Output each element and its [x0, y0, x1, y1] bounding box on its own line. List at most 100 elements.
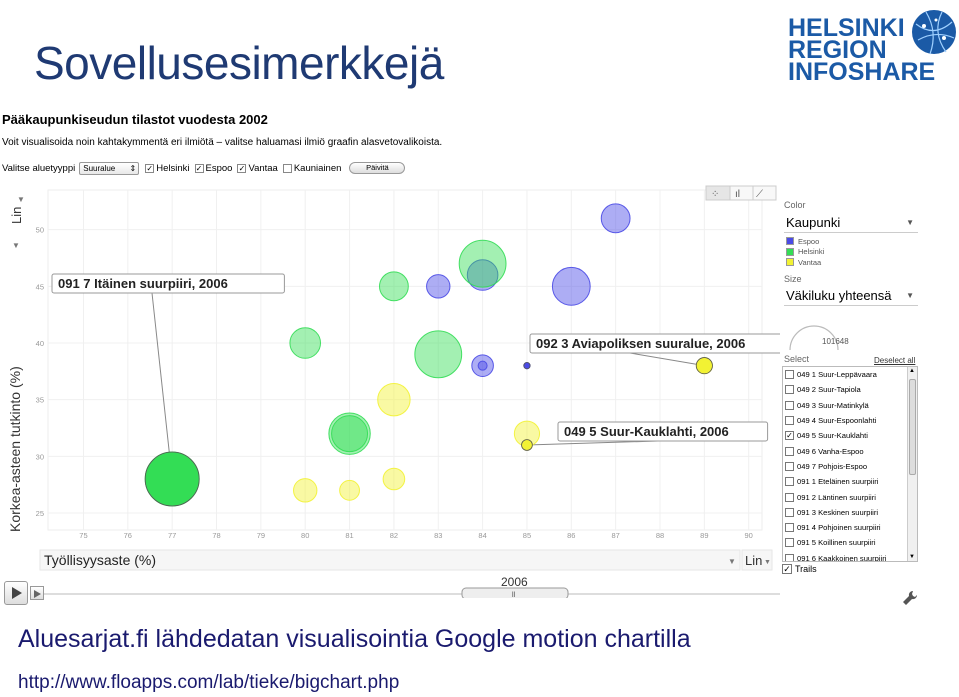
- chart-options-panel: Color Kaupunki ▼ Espoo Helsinki Vantaa Si…: [782, 200, 922, 610]
- bubble-chart-icon: ⁘: [711, 189, 719, 200]
- chevron-down-icon: ▼: [764, 559, 771, 566]
- city-label: Espoo: [205, 162, 233, 174]
- size-select[interactable]: Väkiluku yhteensä ▼: [784, 287, 918, 306]
- x-tick-label: 78: [212, 531, 220, 540]
- y-tick-label: 35: [36, 396, 44, 405]
- tab-line-chart[interactable]: [752, 185, 777, 201]
- selected-bubble[interactable]: [521, 439, 533, 451]
- area-type-value: Suuralue: [83, 163, 116, 173]
- area-type-select[interactable]: Suuralue ⇕: [79, 161, 140, 175]
- line-chart-icon: ⟋: [756, 189, 763, 200]
- region-option[interactable]: 049 7 Pohjois-Espoo: [783, 459, 917, 474]
- x-tick-label: 86: [567, 531, 575, 540]
- source-url[interactable]: http://www.floapps.com/lab/tieke/bigchar…: [18, 672, 400, 693]
- city-checkbox-espoo[interactable]: ✓ Espoo: [194, 162, 233, 174]
- slide-caption: Aluesarjat.fi lähdedatan visualisointia …: [18, 625, 691, 653]
- region-option-label: 091 2 Läntinen suurpiiri: [797, 492, 876, 502]
- region-option[interactable]: 091 2 Läntinen suurpiiri: [783, 489, 917, 504]
- bubble-espoo[interactable]: [426, 274, 451, 299]
- bubble-vantaa[interactable]: [293, 478, 318, 503]
- bubble-helsinki[interactable]: [331, 415, 369, 453]
- bubble-helsinki[interactable]: [328, 412, 371, 455]
- time-slider-handle[interactable]: [461, 587, 569, 598]
- year-label: 2006: [501, 575, 528, 589]
- checkbox-unchecked-icon: [785, 400, 794, 410]
- region-option[interactable]: 049 1 Suur-Leppävaara: [783, 367, 917, 382]
- color-select[interactable]: Kaupunki ▼: [784, 214, 918, 233]
- bubble-vantaa[interactable]: [339, 479, 360, 501]
- bubble-vantaa[interactable]: [382, 467, 406, 491]
- legend-swatch: [786, 258, 794, 267]
- update-button[interactable]: Päivitä: [349, 162, 406, 174]
- tooltip-text: 092 3 Aviapoliksen suuralue, 2006: [536, 336, 745, 351]
- region-option[interactable]: ✓ 049 5 Suur-Kauklahti: [783, 428, 917, 443]
- region-option[interactable]: 091 3 Keskinen suurpiiri: [783, 505, 917, 520]
- trails-checkbox[interactable]: ✓ Trails: [782, 564, 817, 574]
- scrollbar-thumb[interactable]: [909, 379, 916, 475]
- region-option[interactable]: 091 6 Kaakkoinen suurpiiri: [783, 551, 917, 561]
- region-option[interactable]: 049 6 Vanha-Espoo: [783, 443, 917, 458]
- play-button[interactable]: [4, 581, 28, 605]
- checkbox-unchecked-icon: [282, 163, 292, 173]
- region-option[interactable]: 049 3 Suur-Matinkylä: [783, 398, 917, 413]
- region-option-label: 049 3 Suur-Matinkylä: [797, 400, 869, 410]
- y-axis-control[interactable]: Lin ▼: [9, 195, 25, 224]
- region-select-list[interactable]: 049 1 Suur-Leppävaara 049 2 Suur-Tapiola 0…: [782, 366, 918, 562]
- legend-label: Vantaa: [798, 257, 822, 267]
- color-value: Kaupunki: [786, 215, 841, 230]
- city-checkbox-helsinki[interactable]: ✓ Helsinki: [145, 163, 190, 174]
- bar-chart-icon: ıl: [735, 189, 740, 200]
- chevron-down-icon[interactable]: ▼: [12, 241, 20, 250]
- region-option[interactable]: 091 4 Pohjoinen suurpiiri: [783, 520, 917, 535]
- city-label: Vantaa: [248, 162, 278, 174]
- color-label: Color: [784, 200, 806, 210]
- bubble-helsinki[interactable]: [289, 327, 322, 359]
- scroll-down-icon[interactable]: ▼: [909, 554, 915, 560]
- bubble-espoo[interactable]: [477, 360, 488, 371]
- city-label: Kauniainen: [293, 162, 342, 174]
- step-icon: [34, 590, 41, 598]
- deselect-all-link[interactable]: Deselect all: [874, 356, 916, 365]
- region-option[interactable]: 091 5 Koillinen suurpiiri: [783, 535, 917, 550]
- tooltip-box: [557, 421, 769, 442]
- bubble-espoo[interactable]: [466, 259, 499, 291]
- selected-bubble[interactable]: [695, 357, 713, 375]
- legend-item-helsinki: Helsinki: [786, 247, 824, 258]
- bubble-vantaa[interactable]: [377, 382, 411, 417]
- checkbox-unchecked-icon: [785, 370, 794, 380]
- x-scale-control[interactable]: Lin ▼: [741, 549, 773, 571]
- bubble-helsinki[interactable]: [458, 239, 507, 288]
- checkbox-unchecked-icon: [785, 523, 794, 533]
- region-option[interactable]: 091 1 Eteläinen suurpiiri: [783, 474, 917, 489]
- tooltip-layer: 091 7 Itäinen suurpiiri, 2006 092 3 Aviap…: [51, 273, 780, 442]
- tab-bar-chart[interactable]: [729, 185, 754, 201]
- region-option[interactable]: 049 4 Suur-Espoonlahti: [783, 413, 917, 428]
- bubble-espoo[interactable]: [471, 354, 494, 377]
- scroll-up-icon[interactable]: ▲: [909, 368, 915, 374]
- checkbox-unchecked-icon: [785, 477, 794, 487]
- bubble-espoo[interactable]: [600, 203, 631, 234]
- region-option-label: 049 2 Suur-Tapiola: [797, 385, 861, 395]
- wrench-icon[interactable]: [902, 590, 918, 606]
- y-axis-label[interactable]: Korkea-asteen tutkinto (%): [7, 366, 23, 532]
- size-gauge-icon: [789, 325, 839, 351]
- tooltip-leader-line: [526, 440, 659, 446]
- selected-bubble[interactable]: [523, 362, 531, 370]
- checkbox-unchecked-icon: [785, 553, 794, 561]
- select-list-scrollbar[interactable]: ▲ ▼: [907, 367, 917, 561]
- region-option[interactable]: 049 2 Suur-Tapiola: [783, 382, 917, 397]
- tooltip-text: 049 5 Suur-Kauklahti, 2006: [564, 424, 729, 439]
- bubble-espoo[interactable]: [551, 266, 591, 306]
- selected-bubble[interactable]: [144, 451, 200, 507]
- speed-control[interactable]: [30, 586, 44, 600]
- x-axis-control[interactable]: Työllisyysaste (%) ▼: [39, 549, 741, 571]
- city-checkbox-kauniainen[interactable]: Kauniainen: [282, 162, 342, 174]
- legend-label: Espoo: [798, 236, 820, 246]
- y-tick-label: 45: [36, 282, 44, 291]
- checkbox-unchecked-icon: [785, 507, 794, 517]
- select-label: Select: [784, 354, 810, 364]
- city-checkbox-vantaa[interactable]: ✓ Vantaa: [237, 162, 278, 174]
- bubble-helsinki[interactable]: [379, 271, 409, 302]
- bubble-helsinki[interactable]: [414, 330, 463, 379]
- x-tick-label: 79: [257, 531, 265, 540]
